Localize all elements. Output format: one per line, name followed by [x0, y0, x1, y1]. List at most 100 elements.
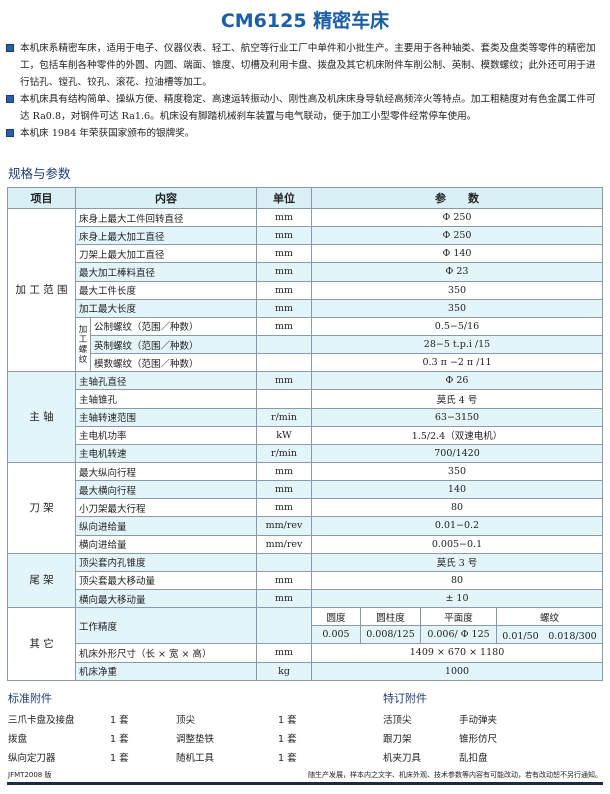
table-row: 小刀架最大行程 mm 80: [8, 498, 603, 518]
content-cell: 横向进给量: [75, 534, 257, 554]
intro-item: 本机床 1984 年荣获国家颁布的银牌奖。: [6, 125, 604, 142]
content-cell: 主电机转速: [75, 443, 257, 463]
content-cell: 纵向进给量: [75, 516, 257, 536]
group-cell: 加 工 范 围: [7, 207, 76, 373]
accessory-qty: 1 套: [110, 715, 129, 726]
content-cell: 主轴锥孔: [75, 389, 257, 409]
content-cell: 主轴孔直径: [75, 371, 257, 391]
accessory-qty: 1 套: [110, 734, 129, 745]
thread-group-cell: 加工螺纹: [75, 316, 91, 373]
param-cell: Φ 26: [311, 371, 603, 391]
special-accessories-heading: 特订附件: [383, 692, 427, 705]
param-cell: 0.5−5/16: [311, 316, 603, 336]
table-row: 最大加工棒料直径 mm Φ 23: [8, 262, 603, 282]
unit-cell: [256, 353, 312, 373]
param-cell: 80: [311, 570, 603, 590]
unit-cell: kW: [256, 425, 312, 445]
unit-cell: kg: [256, 661, 312, 681]
unit-cell: r/min: [256, 443, 312, 463]
precision-head: 圆柱度: [360, 607, 421, 627]
table-row: 主电机功率 kW 1.5/2.4（双速电机）: [8, 425, 603, 445]
param-cell: 80: [311, 498, 603, 518]
unit-cell: [256, 334, 312, 355]
param-cell: 0.3 π −2 π /11: [311, 353, 603, 373]
table-row: 刀 架最大纵向行程 mm 350: [7, 461, 603, 554]
content-cell: 英制螺纹（范围／种数）: [90, 334, 257, 355]
precision-value: 0.01/50 0.018/300: [496, 625, 603, 645]
accessory-qty: 1 套: [278, 753, 297, 764]
precision-head: 圆度: [311, 607, 361, 627]
bullet-square-icon: [6, 95, 14, 103]
table-row: 主轴锥孔 莫氏 4 号: [8, 389, 603, 409]
table-row: 最大横向行程 mm 140: [8, 480, 603, 500]
accessory-qty: 1 套: [110, 753, 129, 764]
unit-cell: [256, 389, 312, 409]
unit-cell: [256, 607, 312, 645]
content-cell: 床身上最大工件回转直径: [75, 207, 257, 228]
table-row: 最大工件长度 mm 350: [8, 280, 603, 300]
precision-head: 螺纹: [496, 607, 603, 627]
unit-cell: mm: [256, 498, 312, 518]
table-row: 机床净重 kg 1000: [8, 661, 603, 681]
table-row: 纵向进给量 mm/rev 0.01−0.2: [8, 516, 603, 536]
page-title: CM6125 精密车床: [220, 10, 390, 32]
content-cell: 顶尖套最大移动量: [75, 570, 257, 590]
content-cell: 刀架上最大加工直径: [75, 244, 257, 264]
table-row: 顶尖套最大移动量 mm 80: [8, 570, 603, 590]
table-row: 横向最大移动量 mm ± 10: [8, 588, 603, 609]
unit-cell: mm: [256, 643, 312, 663]
header-content: 内容: [75, 187, 257, 209]
table-row: 加工最大长度 mm 350: [8, 298, 603, 318]
special-accessory: 手动弹夹: [459, 715, 498, 726]
param-cell: 28−5 t.p.i /15: [311, 334, 603, 355]
param-cell: 700/1420: [311, 443, 603, 463]
group-cell: 刀 架: [7, 461, 76, 554]
accessory-qty: 1 套: [278, 734, 297, 745]
bullet-square-icon: [6, 129, 14, 137]
edition-label: JFMT2008 版: [8, 771, 52, 779]
special-accessory: 机夹刀具: [383, 753, 422, 764]
table-row: 主 轴主轴孔直径 mm Φ 26: [7, 371, 603, 463]
param-cell: 350: [311, 461, 603, 482]
standard-accessory: 调整垫铁: [176, 734, 215, 745]
content-cell: 加工最大长度: [75, 298, 257, 318]
special-accessory: 锥形仿尺: [459, 734, 498, 745]
param-cell: Φ 140: [311, 244, 603, 264]
accessory-qty: 1 套: [278, 715, 297, 726]
table-row: 床身上最大加工直径 mm Φ 250: [8, 226, 603, 246]
intro-item: 本机床系精密车床，适用于电子、仪器仪表、轻工、航空等行业工厂中单件和小批生产。主…: [6, 40, 604, 91]
unit-cell: mm: [256, 262, 312, 282]
table-row: 刀架上最大加工直径 mm Φ 140: [8, 244, 603, 264]
table-row: 加 工 范 围床身上最大工件回转直径 mm Φ 250: [7, 207, 603, 373]
content-cell: 床身上最大加工直径: [75, 226, 257, 246]
param-cell: 63−3150: [311, 407, 603, 427]
unit-cell: mm: [256, 316, 312, 336]
group-cell: 尾 架: [7, 552, 76, 609]
param-cell: Φ 250: [311, 226, 603, 246]
standard-accessory: 拨盘: [8, 734, 28, 745]
unit-cell: mm/rev: [256, 534, 312, 554]
header-unit: 单位: [256, 187, 312, 209]
standard-accessory: 三爪卡盘及接盘: [8, 715, 75, 726]
table-row: 主电机转速 r/min 700/1420: [8, 443, 603, 463]
content-cell: 公制螺纹（范围／种数）: [90, 316, 257, 336]
content-cell: 工作精度: [75, 607, 257, 645]
intro-list: 本机床系精密车床，适用于电子、仪器仪表、轻工、航空等行业工厂中单件和小批生产。主…: [6, 40, 604, 142]
content-cell: 最大横向行程: [75, 480, 257, 500]
unit-cell: mm: [256, 371, 312, 391]
unit-cell: r/min: [256, 407, 312, 427]
table-row: 加工螺纹 公制螺纹（范围／种数） mm 0.5−5/16: [8, 316, 603, 373]
param-cell: 莫氏 3 号: [311, 552, 603, 572]
table-row: 英制螺纹（范围／种数） 28−5 t.p.i /15: [8, 334, 603, 355]
content-cell: 机床净重: [75, 661, 257, 681]
table-row: 机床外形尺寸（长 × 宽 × 高） mm 1409 × 670 × 1180: [8, 643, 603, 663]
table-row: 尾 架顶尖套内孔锥度 莫氏 3 号: [7, 552, 603, 609]
param-cell: 140: [311, 480, 603, 500]
header-item: 项目: [7, 187, 76, 209]
unit-cell: [256, 552, 312, 572]
content-cell: 最大纵向行程: [75, 461, 257, 482]
param-cell: Φ 23: [311, 262, 603, 282]
unit-cell: mm: [256, 570, 312, 590]
param-cell: 350: [311, 280, 603, 300]
param-cell: 0.01−0.2: [311, 516, 603, 536]
